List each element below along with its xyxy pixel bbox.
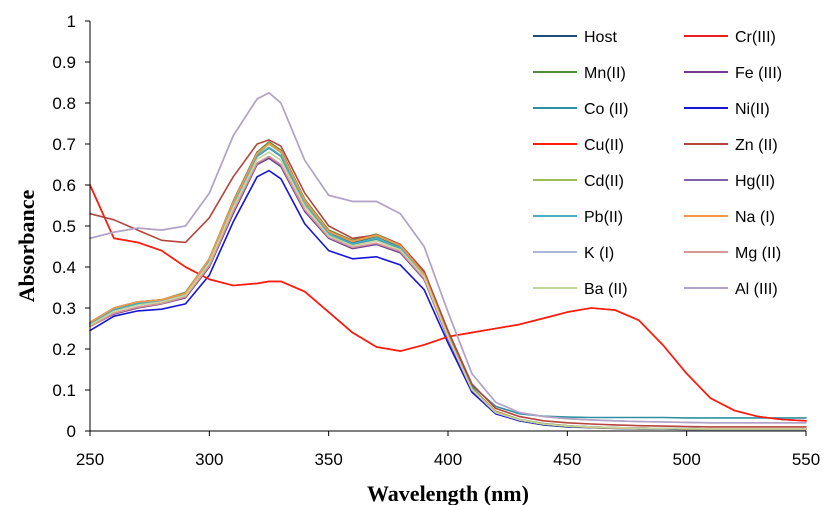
series-line-zn-ii — [89, 139, 807, 428]
y-axis-title: Absorbance — [14, 190, 39, 303]
x-tick-label: 450 — [553, 450, 581, 469]
series-line-fe-iii — [89, 157, 807, 430]
x-axis-title: Wavelength (nm) — [367, 481, 529, 505]
axis-ticks — [85, 20, 807, 436]
legend-label-zn-ii: Zn (II) — [735, 137, 778, 154]
series-line-ba-ii — [89, 151, 807, 430]
legend-label-cr-iii: Cr(III) — [735, 29, 776, 46]
legend-label-cu-ii: Cu(II) — [584, 137, 624, 154]
legend-label-pb-ii: Pb(II) — [584, 209, 623, 226]
series-line-hg-ii — [89, 156, 807, 430]
x-tick-label: 300 — [195, 450, 223, 469]
y-tick-label: 0.6 — [52, 176, 76, 195]
legend-label-co-ii: Co (II) — [584, 101, 628, 118]
x-tick-label: 550 — [792, 450, 820, 469]
y-tick-label: 0.7 — [52, 135, 76, 154]
y-tick-label: 1 — [67, 12, 76, 31]
y-tick-label: 0.4 — [52, 258, 76, 277]
y-tick-label: 0.9 — [52, 53, 76, 72]
x-tick-label: 400 — [434, 450, 462, 469]
legend-label-mn-ii: Mn(II) — [584, 65, 626, 82]
plot-lines — [89, 92, 807, 431]
x-tick-label: 250 — [76, 450, 104, 469]
legend-label-na-i: Na (I) — [735, 209, 775, 226]
tick-labels: 0 0.1 0.2 0.3 0.4 0.5 0.6 0.7 0.8 0.9 1 250 300 350 40… — [52, 12, 820, 469]
legend-label-k-i: K (I) — [584, 245, 614, 262]
legend-label-mg-ii: Mg (II) — [735, 245, 781, 262]
x-tick-label: 350 — [314, 450, 342, 469]
legend-label-host: Host — [584, 29, 617, 46]
legend-label-hg-ii: Hg(II) — [735, 173, 775, 190]
series-line-al-iii — [89, 92, 807, 424]
y-tick-label: 0.8 — [52, 94, 76, 113]
y-tick-label: 0.5 — [52, 217, 76, 236]
y-tick-label: 0 — [67, 422, 76, 441]
y-tick-label: 0.3 — [52, 299, 76, 318]
series-line-cu-ii — [89, 184, 807, 422]
legend-label-fe-iii: Fe (III) — [735, 65, 782, 82]
series-line-k-i — [89, 92, 807, 424]
series-line-mg-ii — [89, 155, 807, 430]
y-tick-label: 0.2 — [52, 340, 76, 359]
legend-label-cd-ii: Cd(II) — [584, 173, 624, 190]
x-tick-label: 500 — [672, 450, 700, 469]
y-tick-label: 0.1 — [52, 381, 76, 400]
legend-label-ni-ii: Ni(II) — [735, 101, 770, 118]
legend: Host Cr(III) Mn(II) Fe (III) Co (II) Ni(II) Cu… — [533, 29, 782, 298]
legend-label-ba-ii: Ba (II) — [584, 281, 628, 298]
legend-label-al-iii: Al (III) — [735, 281, 778, 298]
